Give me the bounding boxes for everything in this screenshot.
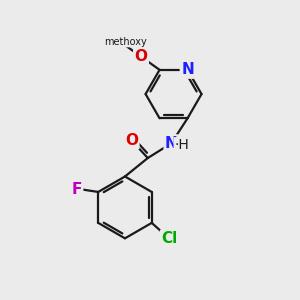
- Text: methoxy: methoxy: [104, 37, 146, 47]
- Text: O: O: [125, 133, 138, 148]
- Text: N: N: [181, 62, 194, 77]
- Text: Cl: Cl: [161, 231, 178, 246]
- Text: ·H: ·H: [174, 138, 189, 152]
- Text: O: O: [134, 49, 148, 64]
- Text: N: N: [165, 136, 178, 151]
- Text: F: F: [71, 182, 82, 196]
